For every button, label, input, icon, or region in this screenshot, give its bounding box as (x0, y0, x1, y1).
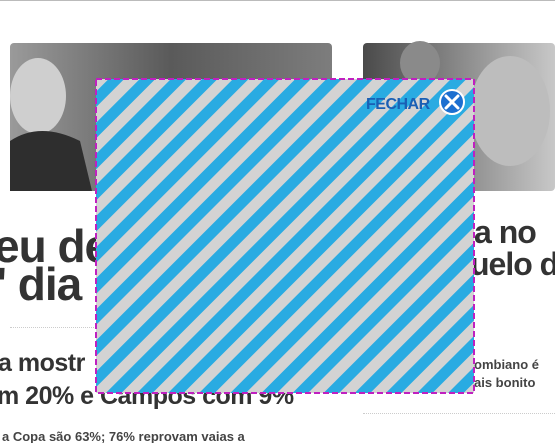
ad-banner[interactable] (96, 79, 474, 393)
ad-overlay: FECHAR (0, 1, 555, 443)
close-label[interactable]: FECHAR (366, 96, 431, 113)
web-page: eu de ' dia a no uelo de a mostr m 20% e… (0, 0, 555, 443)
